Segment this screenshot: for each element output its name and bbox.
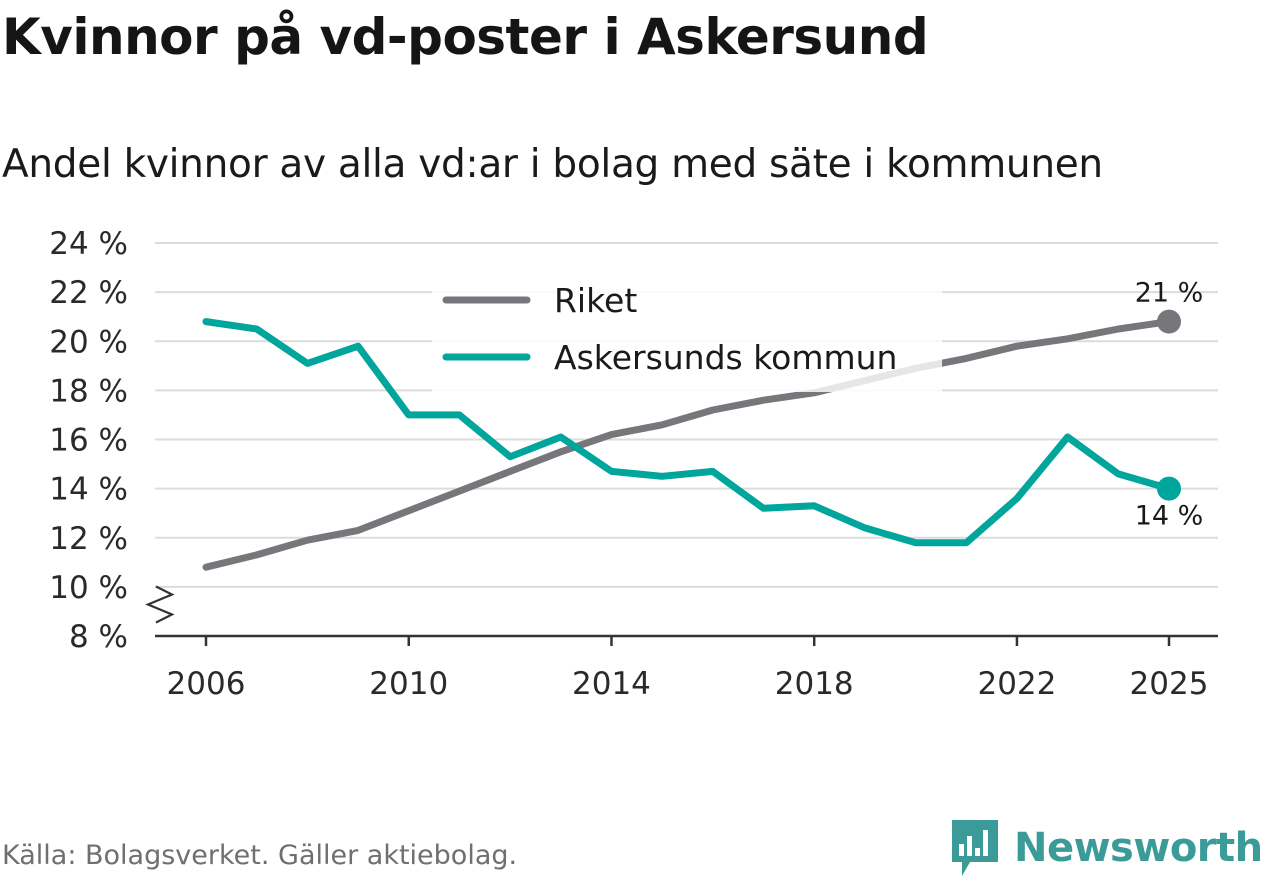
end-marker [1157, 309, 1181, 334]
bar-chart-logo-icon [952, 820, 998, 876]
x-tick-label: 2025 [1130, 666, 1209, 702]
legend-background [432, 270, 942, 392]
x-tick-label: 2018 [775, 666, 854, 702]
end-markers: 21 % 14 % [1135, 278, 1204, 532]
y-tick-label: 12 % [49, 521, 128, 557]
y-tick-label: 16 % [49, 423, 128, 459]
legend-label: Riket [554, 281, 637, 320]
series-lines [202, 318, 1173, 571]
x-axis: 2006 2010 2014 2018 2022 2025 [155, 634, 1218, 702]
legend: Riket Askersunds kommun [432, 270, 942, 392]
axis-break-icon [145, 585, 175, 624]
riket-line [202, 318, 1173, 571]
y-tick-label: 22 % [49, 275, 128, 311]
y-tick-label: 8 % [69, 619, 128, 655]
y-axis-ticks: 8 % 10 % 12 % 14 % 16 % 18 % 20 % 22 % 24 % [49, 226, 175, 655]
y-tick-label: 18 % [49, 373, 128, 409]
askersund-line [202, 318, 1173, 547]
source-note: Källa: Bolagsverket. Gäller aktiebolag. [2, 840, 518, 871]
brand-logo[interactable]: Newsworthy [950, 818, 1262, 878]
end-label: 14 % [1135, 501, 1204, 532]
brand-name: Newsworthy [1014, 825, 1262, 871]
y-tick-label: 10 % [49, 570, 128, 606]
legend-label: Askersunds kommun [554, 338, 897, 377]
end-marker [1157, 476, 1181, 501]
chart-subtitle: Andel kvinnor av alla vd:ar i bolag med … [2, 142, 1103, 187]
y-tick-label: 14 % [49, 472, 128, 508]
y-tick-label: 24 % [49, 226, 128, 262]
y-tick-label: 20 % [49, 324, 128, 360]
end-label: 21 % [1135, 278, 1204, 309]
chart-title: Kvinnor på vd-poster i Askersund [2, 8, 929, 66]
x-tick-label: 2006 [167, 666, 246, 702]
x-tick-label: 2010 [369, 666, 448, 702]
x-tick-label: 2022 [977, 666, 1056, 702]
x-tick-label: 2014 [572, 666, 651, 702]
